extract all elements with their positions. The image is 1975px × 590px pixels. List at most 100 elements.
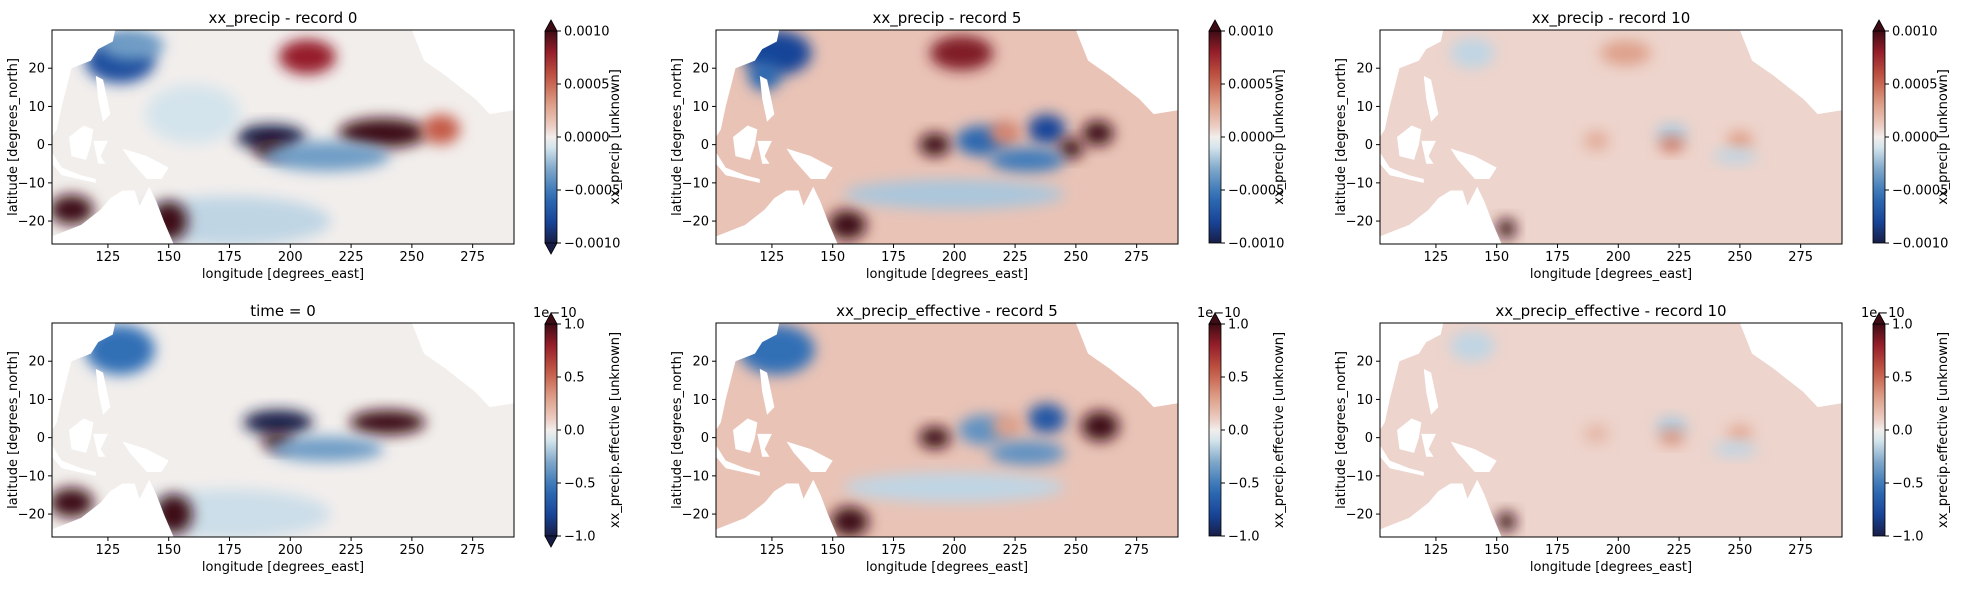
field-anomaly-3 <box>1027 403 1066 434</box>
land-mask-2 <box>716 445 760 476</box>
subplot-title: xx_precip - record 0 <box>209 9 358 28</box>
colorbar-multiplier: 1e−10 <box>533 306 577 321</box>
colorbar <box>1872 323 1886 537</box>
colorbar-extend-max <box>544 312 558 325</box>
land-mask-1 <box>733 125 758 160</box>
land-mask-7 <box>1075 323 1178 408</box>
x-tick-label: 200 <box>1606 250 1631 265</box>
y-tick-label: 20 <box>28 355 45 370</box>
subplot-2: 125 150 175 200 225 250 275 20 10 0 −10 −20 xx_preci… <box>1334 9 1951 282</box>
colorbar-tick-label: −0.0005 <box>564 184 620 199</box>
field-anomaly-11 <box>843 179 1065 210</box>
colorbar-multiplier: 1e−10 <box>1861 306 1905 321</box>
field-anomaly-4 <box>269 436 384 462</box>
x-tick-label: 200 <box>942 250 967 265</box>
y-tick-label: −10 <box>18 469 45 484</box>
land-mask-3 <box>93 433 108 457</box>
land-mask-6 <box>716 479 838 537</box>
colorbar-tick-label: 0.0005 <box>1228 78 1274 93</box>
x-tick-label: 125 <box>1424 250 1449 265</box>
land-mask-7 <box>1075 30 1178 115</box>
colorbar-extend-max <box>1208 19 1222 32</box>
y-tick-label: −20 <box>682 508 709 523</box>
y-tick-label: 20 <box>28 62 45 77</box>
x-tick-label: 275 <box>460 543 485 558</box>
y-tick-label: 20 <box>1356 62 1373 77</box>
land-mask-7 <box>1739 323 1842 408</box>
x-axis-label: longitude [degrees_east] <box>866 560 1028 575</box>
field-anomaly-1 <box>100 30 164 61</box>
field-anomaly-3 <box>1659 137 1685 153</box>
x-tick-label: 125 <box>760 543 785 558</box>
land-mask-5 <box>759 75 775 122</box>
x-axis-label: longitude [degrees_east] <box>866 267 1028 282</box>
y-tick-label: 10 <box>692 100 709 115</box>
field-anomaly-10 <box>828 209 867 240</box>
land-mask-1 <box>69 125 94 160</box>
x-tick-label: 225 <box>1667 250 1692 265</box>
axes-frame <box>1379 29 1843 245</box>
colorbar-multiplier: 1e−10 <box>1197 306 1241 321</box>
land-mask-2 <box>1380 152 1424 183</box>
x-tick-label: 150 <box>1484 250 1509 265</box>
colorbar-tick-label: 1.0 <box>1228 318 1249 333</box>
field-anomaly-2 <box>929 35 994 71</box>
colorbar-label: xx_precip [unknown] <box>608 69 623 205</box>
x-tick-label: 175 <box>1545 543 1570 558</box>
x-tick-label: 175 <box>217 250 242 265</box>
subplot-1: 125 150 175 200 225 250 275 20 10 0 −10 −20 xx_preci… <box>670 9 1287 282</box>
colorbar-tick-label: 0.0005 <box>1892 78 1938 93</box>
field-anomaly-6 <box>1583 130 1610 151</box>
x-tick-label: 225 <box>1003 543 1028 558</box>
subplot-3: 125 150 175 200 225 250 275 20 10 0 −10 −20 time = 0… <box>6 302 623 575</box>
x-tick-label: 275 <box>460 250 485 265</box>
subplot-4: 125 150 175 200 225 250 275 20 10 0 −10 −20 xx_preci… <box>670 302 1287 575</box>
colorbar-tick-label: 0.0005 <box>564 78 610 93</box>
y-tick-label: 0 <box>37 138 45 153</box>
field-anomaly-0 <box>1600 40 1651 66</box>
colorbar-extend-max <box>1872 312 1886 325</box>
y-axis-label: latitude [degrees_north] <box>1334 351 1349 509</box>
field-anomaly-1 <box>919 426 951 449</box>
field-anomaly-9 <box>989 147 1066 173</box>
land-mask-3 <box>1421 433 1436 457</box>
colorbar-tick-label: 0.0000 <box>564 131 610 146</box>
y-tick-label: 10 <box>28 100 45 115</box>
field-anomaly-7 <box>1496 218 1516 239</box>
x-tick-label: 150 <box>156 543 181 558</box>
field-anomaly-4 <box>1727 130 1753 151</box>
land-mask-2 <box>52 445 96 476</box>
subplot-title: time = 0 <box>250 302 316 320</box>
field-anomaly-4 <box>991 413 1024 439</box>
field-anomaly-9 <box>52 194 94 225</box>
land-mask-4 <box>1450 441 1497 473</box>
land-mask-7 <box>411 30 514 115</box>
field-anomaly-3 <box>349 409 426 435</box>
land-mask-4 <box>786 148 833 180</box>
y-tick-label: −10 <box>682 469 709 484</box>
land-mask-7 <box>411 323 514 408</box>
colorbar-extend-max <box>544 19 558 32</box>
land-mask-3 <box>757 140 772 164</box>
land-mask-4 <box>786 441 833 473</box>
plot-area <box>1380 323 1842 537</box>
colorbar-tick-label: −1.0 <box>564 530 596 545</box>
y-tick-label: 0 <box>37 431 45 446</box>
y-axis-label: latitude [degrees_north] <box>6 351 21 509</box>
x-tick-label: 275 <box>1788 543 1813 558</box>
land-mask-0 <box>716 323 780 430</box>
colorbar-extend-max <box>1208 312 1222 325</box>
field-anomaly-3 <box>919 133 951 157</box>
y-tick-label: 0 <box>701 138 709 153</box>
x-tick-label: 125 <box>96 543 121 558</box>
x-tick-label: 250 <box>399 250 424 265</box>
y-tick-label: 20 <box>1356 355 1373 370</box>
field-anomaly-5 <box>1583 423 1610 444</box>
colorbar-tick-label: 0.5 <box>1892 371 1913 386</box>
x-axis-label: longitude [degrees_east] <box>1530 267 1692 282</box>
x-tick-label: 250 <box>1063 543 1088 558</box>
subplot-title: xx_precip - record 5 <box>873 9 1022 28</box>
colorbar-tick-label: −0.5 <box>1892 477 1924 492</box>
land-mask-4 <box>122 441 169 473</box>
